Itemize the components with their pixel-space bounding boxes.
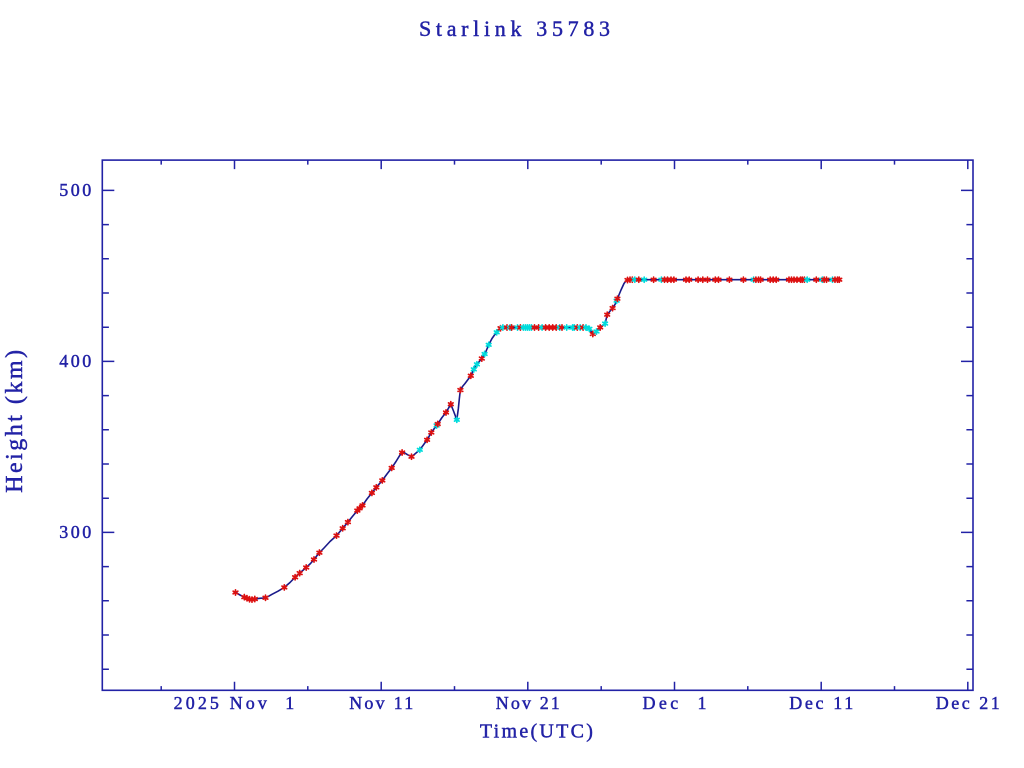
svg-text:Starlink 35783: Starlink 35783 [419,16,610,41]
svg-text:Dec 21: Dec 21 [936,693,1000,713]
svg-text:Nov 21: Nov 21 [496,693,560,713]
svg-text:Dec 11: Dec 11 [789,693,853,713]
svg-text:Dec 1: Dec 1 [643,693,707,713]
svg-text:Time(UTC): Time(UTC) [480,721,593,743]
svg-text:Height (km): Height (km) [2,350,28,493]
svg-text:Nov 11: Nov 11 [349,693,413,713]
svg-text:500: 500 [59,180,91,200]
svg-text:400: 400 [59,351,91,371]
svg-text:300: 300 [59,522,91,542]
svg-text:2025 Nov 1: 2025 Nov 1 [174,693,295,713]
